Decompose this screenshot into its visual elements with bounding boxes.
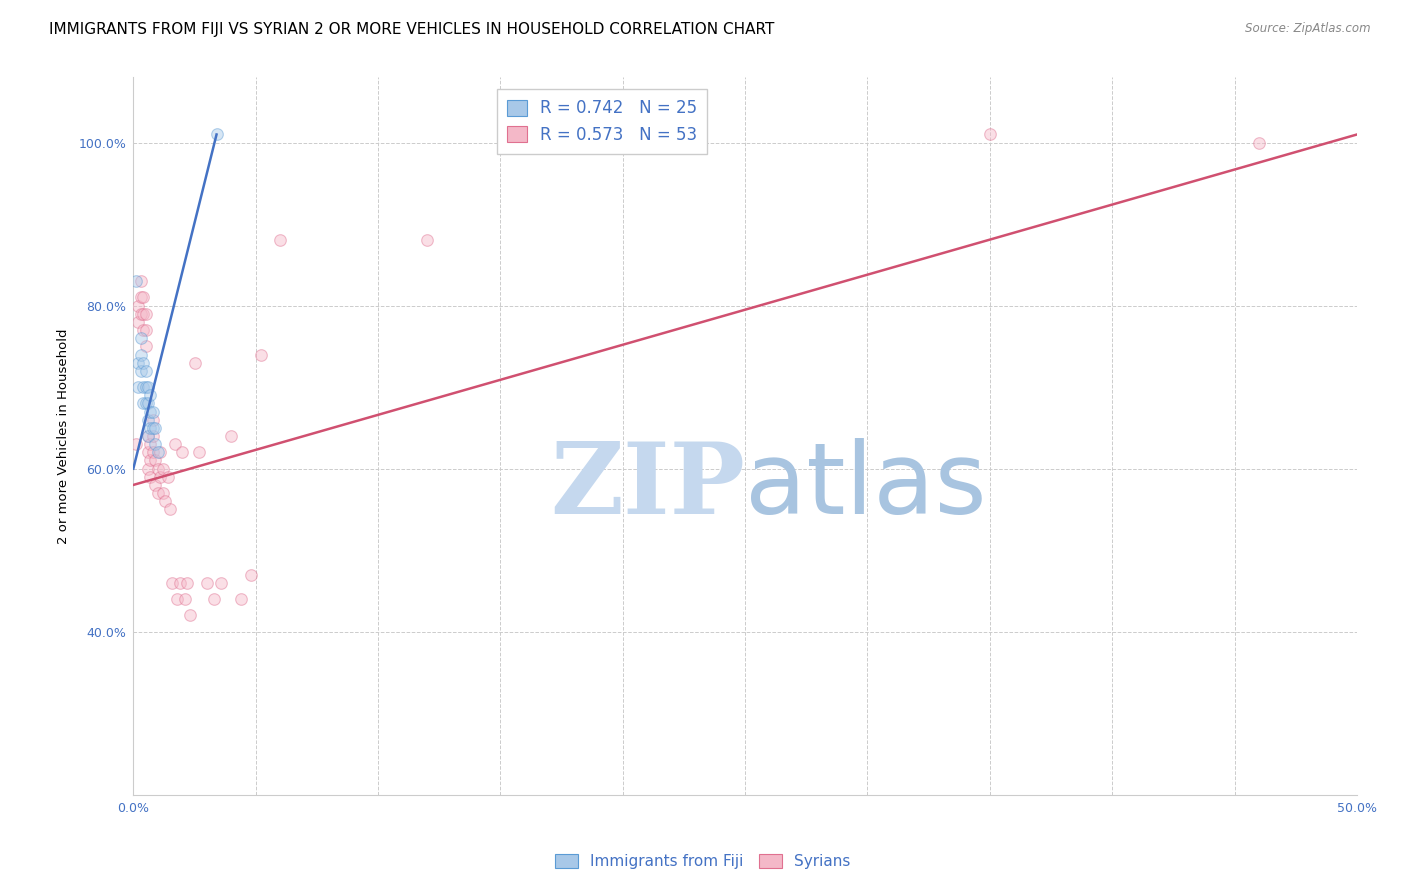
Point: [183, 356, 205, 370]
Point: [143, 437, 166, 451]
Point: [153, 494, 176, 508]
Point: [142, 429, 165, 443]
Point: [129, 347, 152, 361]
Legend: Immigrants from Fiji, Syrians: Immigrants from Fiji, Syrians: [550, 847, 856, 875]
Point: [159, 502, 181, 516]
Point: [202, 592, 225, 607]
Point: [172, 445, 194, 459]
Point: [142, 404, 165, 418]
Point: [188, 445, 211, 459]
Point: [195, 575, 218, 590]
Point: [136, 429, 159, 443]
Point: [129, 331, 152, 345]
Point: [162, 575, 184, 590]
Point: [127, 315, 149, 329]
Point: [146, 445, 169, 459]
Point: [219, 429, 242, 443]
Point: [139, 470, 162, 484]
Point: [132, 396, 155, 410]
Point: [166, 592, 188, 607]
Point: [142, 421, 165, 435]
Point: [249, 347, 271, 361]
Point: [229, 592, 252, 607]
Point: [209, 575, 232, 590]
Point: [135, 396, 157, 410]
Point: [139, 421, 162, 435]
Point: [135, 364, 157, 378]
Point: [173, 592, 195, 607]
Point: [136, 429, 159, 443]
Point: [143, 421, 166, 435]
Point: [139, 437, 162, 451]
Point: [169, 575, 191, 590]
Point: [156, 470, 179, 484]
Y-axis label: 2 or more Vehicles in Household: 2 or more Vehicles in Household: [58, 328, 70, 544]
Point: [146, 461, 169, 475]
Point: [146, 486, 169, 500]
Point: [152, 486, 174, 500]
Point: [1247, 136, 1270, 150]
Point: [129, 307, 152, 321]
Point: [152, 461, 174, 475]
Point: [139, 388, 162, 402]
Point: [149, 470, 172, 484]
Point: [129, 274, 152, 288]
Point: [416, 234, 439, 248]
Point: [136, 380, 159, 394]
Point: [163, 437, 186, 451]
Point: [143, 478, 166, 492]
Point: [132, 380, 155, 394]
Point: [239, 567, 262, 582]
Point: [142, 413, 165, 427]
Point: [136, 413, 159, 427]
Point: [129, 364, 152, 378]
Point: [132, 323, 155, 337]
Point: [136, 461, 159, 475]
Point: [139, 453, 162, 467]
Point: [139, 404, 162, 418]
Point: [149, 445, 172, 459]
Point: [179, 608, 201, 623]
Legend: R = 0.742   N = 25, R = 0.573   N = 53: R = 0.742 N = 25, R = 0.573 N = 53: [496, 89, 707, 153]
Point: [136, 445, 159, 459]
Point: [135, 307, 157, 321]
Point: [132, 356, 155, 370]
Point: [132, 291, 155, 305]
Point: [176, 575, 198, 590]
Point: [143, 453, 166, 467]
Text: atlas: atlas: [745, 438, 987, 534]
Point: [132, 307, 155, 321]
Text: ZIP: ZIP: [550, 438, 745, 534]
Point: [127, 299, 149, 313]
Point: [129, 291, 152, 305]
Point: [125, 437, 148, 451]
Point: [135, 339, 157, 353]
Point: [136, 396, 159, 410]
Point: [135, 380, 157, 394]
Point: [127, 380, 149, 394]
Point: [142, 445, 165, 459]
Text: IMMIGRANTS FROM FIJI VS SYRIAN 2 OR MORE VEHICLES IN HOUSEHOLD CORRELATION CHART: IMMIGRANTS FROM FIJI VS SYRIAN 2 OR MORE…: [49, 22, 775, 37]
Point: [979, 128, 1001, 142]
Point: [127, 356, 149, 370]
Point: [205, 128, 228, 142]
Point: [125, 274, 148, 288]
Text: Source: ZipAtlas.com: Source: ZipAtlas.com: [1246, 22, 1371, 36]
Point: [269, 234, 291, 248]
Point: [135, 323, 157, 337]
